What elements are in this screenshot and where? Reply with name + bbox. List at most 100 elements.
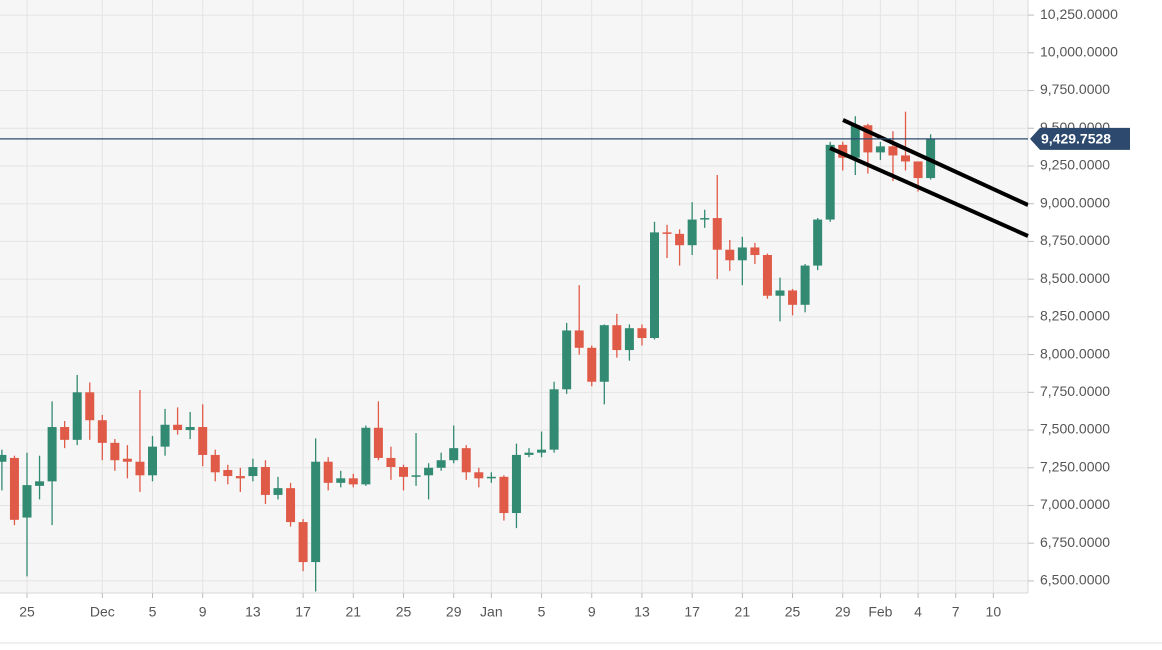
candle-body [373,427,383,458]
y-tick-label: 9,000.0000 [1040,194,1110,210]
candle-body [260,467,270,495]
candle-body [775,290,785,296]
y-tick-label: 9,750.0000 [1040,81,1110,97]
x-tick-label: Dec [90,604,115,620]
y-tick-label: 7,500.0000 [1040,421,1110,437]
x-tick-label: 29 [835,604,851,620]
candle-body [248,467,258,477]
candle-body [185,427,195,431]
candle-body [875,146,885,153]
candle-body [687,219,697,246]
candle-body [85,392,95,421]
y-tick-label: 8,250.0000 [1040,308,1110,324]
y-tick-label: 7,250.0000 [1040,458,1110,474]
last-price-box [1030,127,1130,150]
candle-body [135,461,145,476]
y-tick-label: 7,750.0000 [1040,383,1110,399]
candle-body [210,454,220,473]
y-tick-label: 7,000.0000 [1040,496,1110,512]
candle-body [888,146,898,156]
trend-line [842,118,1029,207]
candle-body [223,470,233,477]
candle-body [399,467,408,477]
x-tick-label: 5 [149,604,157,620]
candle-body [110,442,120,461]
y-tick-label: 6,750.0000 [1040,534,1110,550]
candle-body [624,328,634,351]
axis: 6,500.0000 6,750.0000 7,000.0000 7,250.0000… [0,6,1130,620]
candle-body [235,476,245,479]
candle-body [336,478,346,483]
y-tick-label: 10,000.0000 [1040,44,1118,60]
trend-line [829,146,1029,238]
x-tick-label: 4 [914,604,922,620]
candle-body [913,161,923,179]
candle-body [72,392,82,440]
candle-body [650,232,659,338]
candle-body [148,446,157,476]
candle-body [537,449,547,453]
candle-body [712,218,722,250]
candle-body [850,125,860,158]
x-tick-label: Feb [868,604,892,620]
candle-body [549,389,559,450]
candle-body [511,454,521,514]
candle-body [424,467,434,476]
candle-body [574,330,584,348]
candle-body [599,325,609,382]
candle-body [361,427,371,485]
candle-body [700,218,710,220]
candle-body [323,461,333,483]
last-price-label: 9,429.7528 [1041,131,1111,147]
candle-body [47,427,57,482]
candle-body [725,249,735,261]
x-tick-label: Jan [480,604,503,620]
candle-body [486,476,496,479]
x-tick-label: 17 [295,604,311,620]
candle-body [762,255,772,296]
candle-body [461,448,471,473]
candle-body [0,454,7,462]
candle-body [198,427,208,455]
overlay [829,118,1029,238]
candle-body [662,232,672,234]
y-tick-label: 8,750.0000 [1040,232,1110,248]
candle-body [411,475,421,477]
candle-body [612,325,622,351]
candle-body [436,460,446,468]
candle-body [35,481,45,486]
candle-body [788,290,798,305]
candle-body [160,424,170,447]
candle-body [22,485,32,518]
x-tick-label: 10 [986,604,1002,620]
candle-body [298,522,308,563]
y-tick-label: 8,000.0000 [1040,345,1110,361]
candle-body [122,458,132,462]
y-tick-label: 9,250.0000 [1040,157,1110,173]
x-tick-label: 13 [634,604,650,620]
x-tick-label: 9 [199,604,207,620]
candle-body [675,233,685,246]
candle-body [474,472,484,479]
candles [0,111,936,592]
candle-body [587,347,597,382]
candle-body [562,330,572,390]
x-tick-label: 21 [735,604,751,620]
candle-body [348,478,358,485]
x-tick-label: 17 [684,604,700,620]
candle-body [901,155,910,162]
candle-body [813,219,823,266]
candle-body [524,452,534,455]
candle-body [311,461,321,563]
y-tick-label: 8,500.0000 [1040,270,1110,286]
x-tick-label: 13 [245,604,261,620]
candle-body [273,488,283,495]
x-tick-label: 25 [19,604,35,620]
candle-body [97,420,107,443]
candle-body [386,457,396,468]
y-tick-label: 10,250.0000 [1040,6,1118,22]
candle-body [449,448,459,461]
candle-body [286,488,296,523]
x-tick-label: 25 [396,604,412,620]
